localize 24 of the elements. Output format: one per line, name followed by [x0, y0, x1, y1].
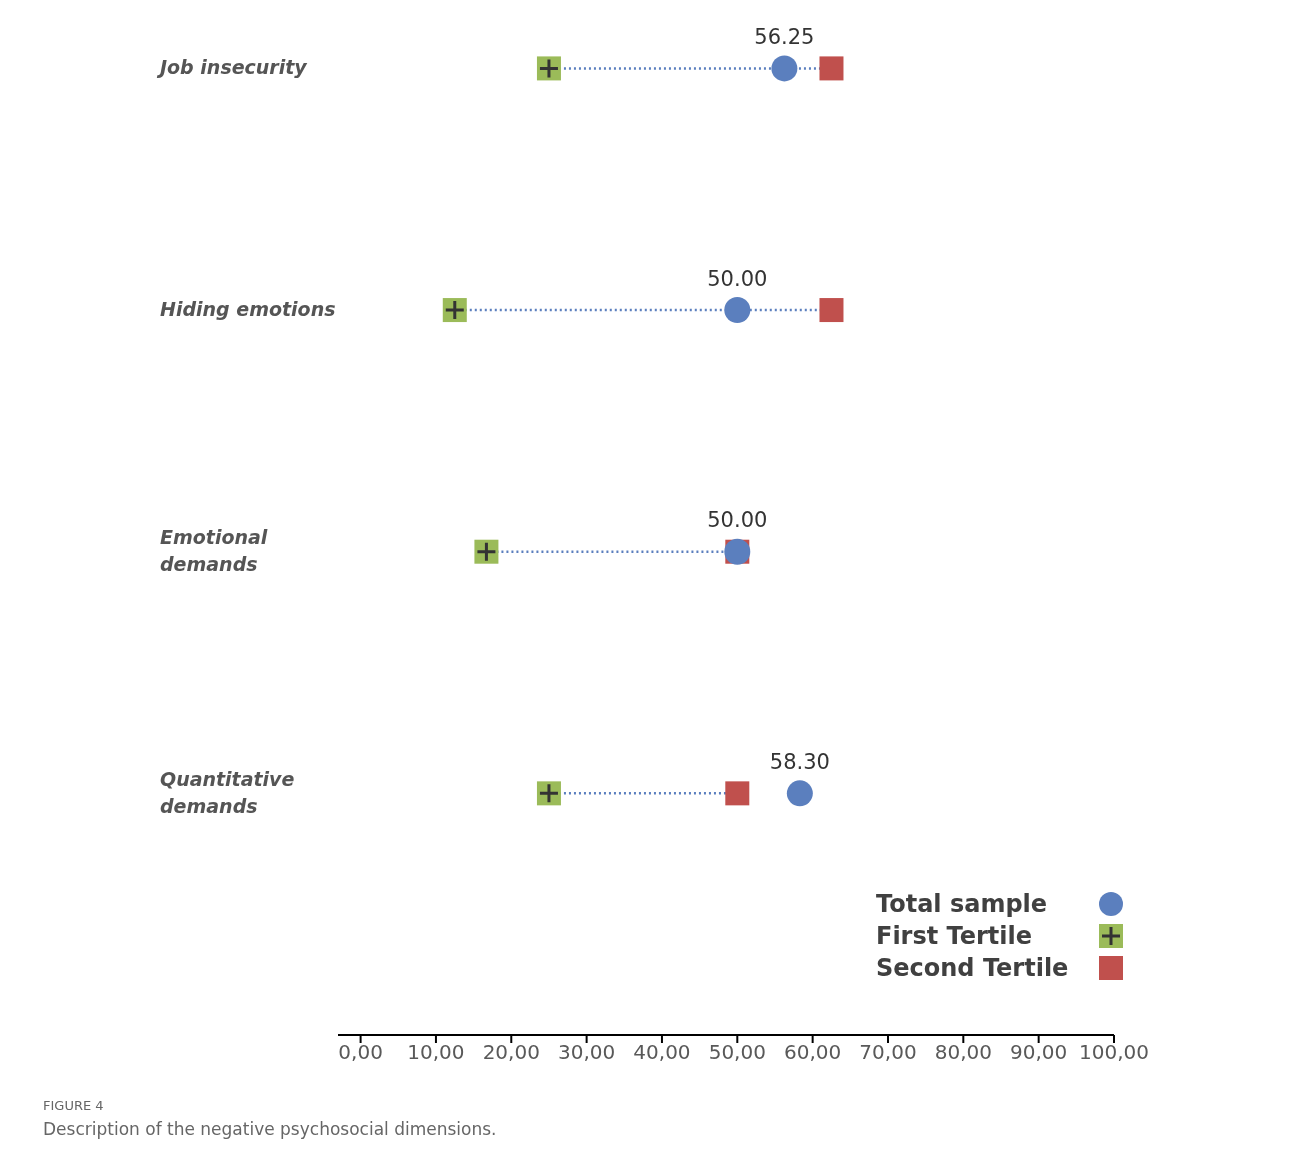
x-tick-label: 100,00 [1079, 1040, 1149, 1065]
data-label: 58.30 [769, 749, 830, 774]
y-tick-label: Hiding emotions [160, 298, 336, 321]
text: First Tertile [876, 922, 1034, 950]
legend-label: Second Tertile [876, 954, 1069, 982]
data-label: 50.00 [707, 508, 768, 533]
x-tick-label: 70,00 [859, 1040, 917, 1065]
x-tick-label: 40,00 [633, 1040, 691, 1065]
x-tick-label: 0,00 [338, 1040, 383, 1065]
text: Description of the negative psychosocial dimensions. [43, 1119, 498, 1139]
x-tick-label: 60,00 [784, 1040, 842, 1065]
x-tick-label: 20,00 [482, 1040, 540, 1065]
y-tick-label: Quantitative demands [160, 767, 295, 817]
data-label: 56.25 [754, 24, 815, 49]
legend-label: Total sample [876, 890, 1049, 918]
y-tick-label: Emotional demands [160, 526, 268, 576]
x-tick-label: 80,00 [934, 1040, 992, 1065]
x-tick-label: 30,00 [557, 1040, 616, 1065]
x-tick-label: 50,00 [708, 1040, 766, 1065]
x-tick-label: 90,00 [1010, 1040, 1068, 1065]
y-tick-label: Job insecurity [156, 56, 309, 79]
x-tick-label: 10,00 [407, 1040, 465, 1065]
data-label: 50.00 [707, 266, 768, 291]
caption: FIGURE 4 [43, 1098, 105, 1113]
